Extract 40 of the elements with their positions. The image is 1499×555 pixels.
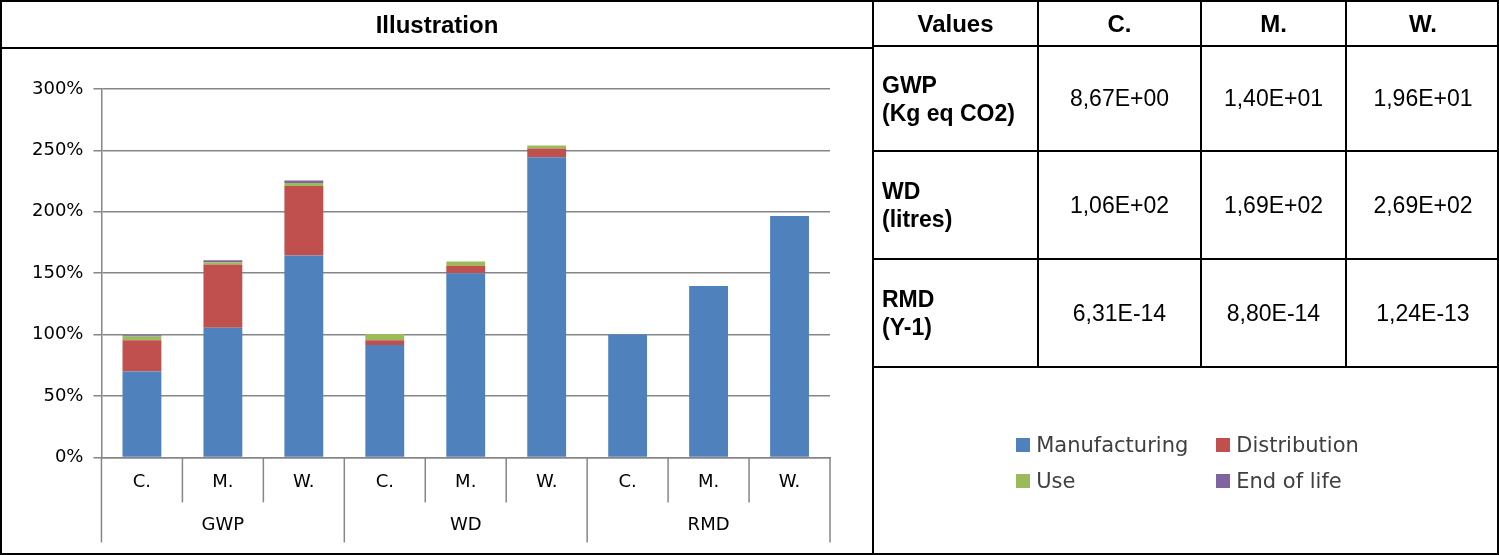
text: 8,67E+00 <box>1069 85 1170 111</box>
category-label: GWP (Kg eq CO2) <box>882 71 1015 126</box>
x-tick-label: C. <box>132 469 152 491</box>
text: 1,06E+02 <box>1069 191 1170 218</box>
x-tick-label: C. <box>618 469 637 491</box>
category-label: RMD (Y-1) <box>882 286 935 340</box>
x-tick-label: M. <box>697 469 720 491</box>
legend-label: End of life <box>1236 468 1342 493</box>
text: 2,69E+02 <box>1373 191 1473 218</box>
text: RMD <box>687 513 730 535</box>
x-tick-label: M. <box>455 469 477 491</box>
category-label: C. <box>1039 2 1202 47</box>
x-tick-label: W. <box>535 469 558 491</box>
y-tick-label: 150% <box>31 260 84 282</box>
text: GWP <box>201 513 245 535</box>
y-tick-label: 300% <box>31 76 84 98</box>
category-label: M. <box>1202 2 1347 47</box>
x-tick-label: W. <box>778 469 801 491</box>
text: 6,31E-14 <box>1072 299 1167 326</box>
x-tick-label: W. <box>293 469 315 491</box>
text: Values <box>874 2 1039 47</box>
legend-label: Manufacturing <box>1036 432 1189 457</box>
text: WD <box>449 513 482 535</box>
x-tick-label: M. <box>212 469 234 491</box>
y-tick-label: 200% <box>31 199 84 221</box>
y-tick-label: 100% <box>31 322 84 344</box>
category-label: W. <box>1347 2 1499 47</box>
chart-title: Illustration <box>2 2 872 49</box>
y-tick-label: 50% <box>43 383 84 405</box>
category-label: WD (litres) <box>882 178 953 232</box>
y-tick-label: 250% <box>31 138 84 160</box>
text: 1,69E+02 <box>1223 191 1324 218</box>
text: 1,24E-13 <box>1376 299 1470 326</box>
text: 1,40E+01 <box>1223 85 1324 111</box>
x-tick-label: C. <box>375 469 394 491</box>
legend-label: Use <box>1036 468 1076 493</box>
text: 8,80E-14 <box>1226 299 1321 326</box>
legend-label: Distribution <box>1236 432 1359 457</box>
text: 1,96E+01 <box>1373 85 1473 111</box>
y-tick-label: 0% <box>54 445 84 467</box>
